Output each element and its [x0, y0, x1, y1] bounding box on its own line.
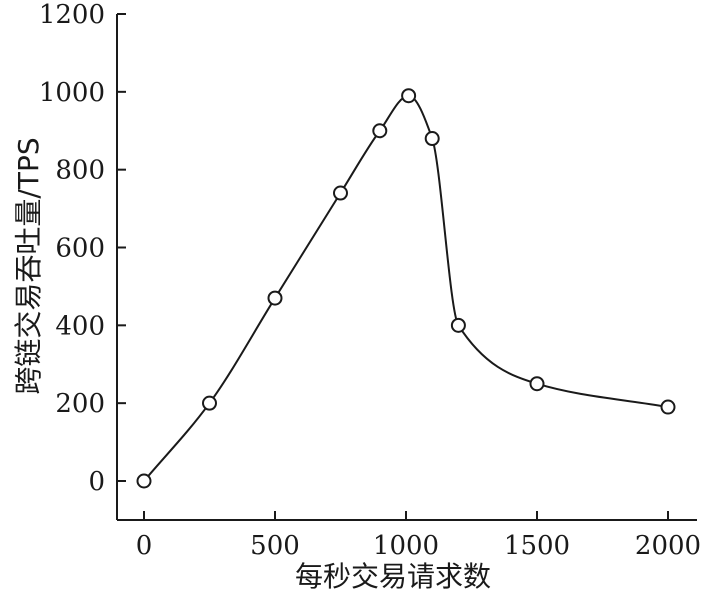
y-tick-label: 200	[55, 389, 105, 419]
data-point	[267, 290, 283, 306]
data-point	[401, 88, 417, 104]
y-axis-label: 跨链交易吞吐量/TPS	[12, 137, 45, 394]
x-tick-label: 2000	[635, 531, 701, 561]
x-axis-label: 每秒交易请求数	[295, 560, 491, 593]
data-point	[372, 123, 388, 139]
y-ticks: 0 200 400 600 800 1000 1200	[39, 0, 126, 497]
data-point	[529, 376, 545, 392]
x-ticks: 0 500 1000 1500 2000	[136, 511, 701, 561]
x-tick-label: 0	[136, 531, 153, 561]
y-tick-label: 1200	[39, 0, 105, 30]
data-point	[660, 399, 676, 415]
marker-layer	[136, 88, 676, 489]
x-tick-label: 1000	[373, 531, 439, 561]
data-point	[136, 473, 152, 489]
x-tick-label: 500	[250, 531, 300, 561]
data-point	[424, 131, 440, 147]
y-tick-label: 0	[88, 467, 105, 497]
x-tick-label: 1500	[504, 531, 570, 561]
y-tick-label: 600	[55, 234, 105, 264]
data-point	[202, 395, 217, 411]
data-point	[333, 185, 348, 201]
y-tick-label: 800	[55, 156, 105, 186]
series-line	[143, 94, 669, 482]
series-layer	[143, 94, 669, 482]
y-tick-label: 1000	[39, 78, 105, 108]
y-tick-label: 400	[55, 311, 105, 341]
data-point	[450, 317, 466, 333]
